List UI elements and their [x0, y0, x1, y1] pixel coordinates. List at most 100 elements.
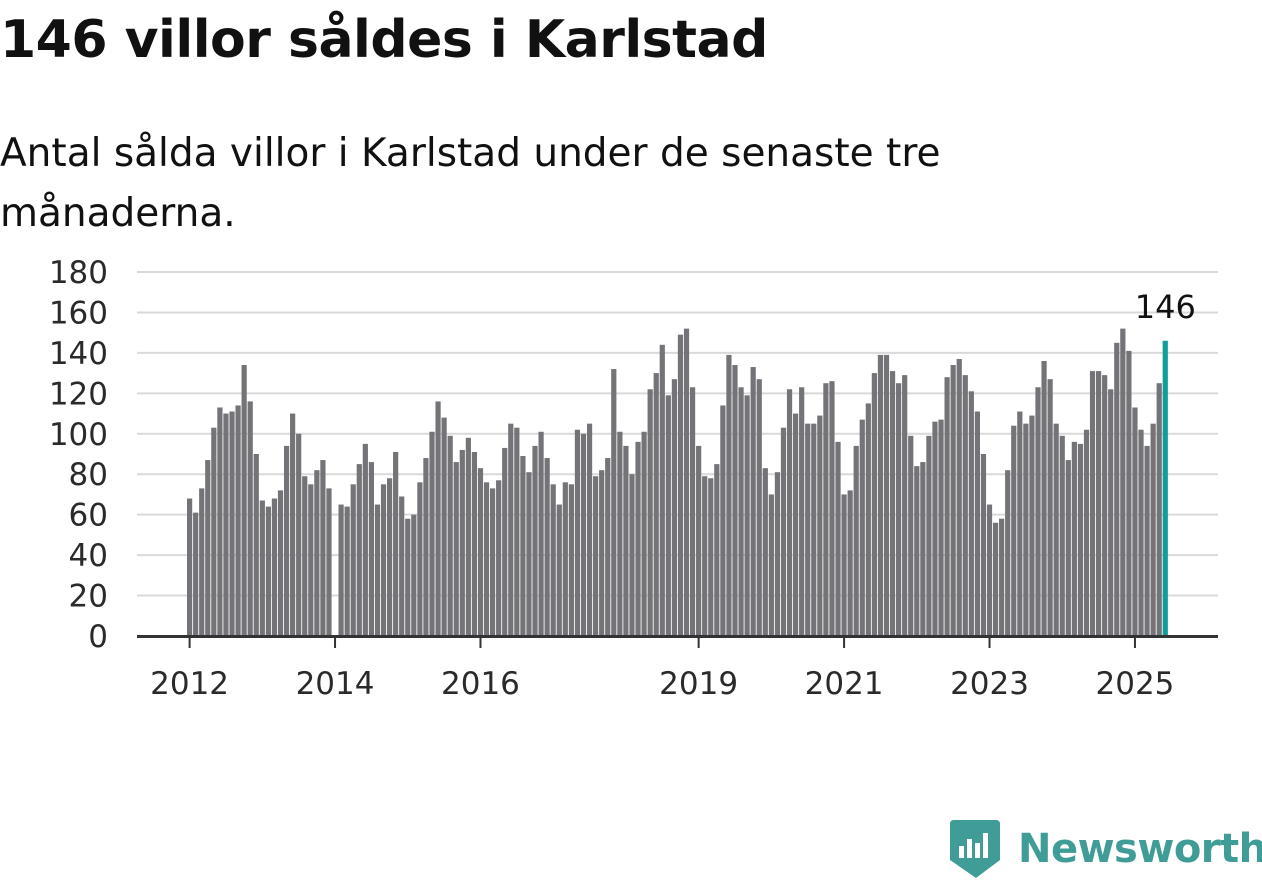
x-axis — [137, 635, 1218, 648]
bar — [696, 445, 702, 636]
bar — [320, 460, 326, 636]
bar — [823, 383, 829, 636]
bar — [514, 427, 520, 636]
bar — [859, 419, 865, 636]
bar — [689, 387, 696, 636]
bar — [568, 484, 574, 636]
bar — [653, 373, 659, 636]
bar — [968, 391, 974, 636]
bar — [283, 445, 290, 636]
bar — [702, 476, 708, 636]
bar — [193, 512, 199, 636]
bar — [671, 379, 677, 636]
bar — [896, 383, 902, 636]
bar — [393, 451, 399, 636]
x-tick-label: 2019 — [659, 666, 738, 702]
brand-name: Newsworthy — [1018, 826, 1262, 872]
highlight-value-label: 146 — [1135, 288, 1196, 326]
bar — [980, 454, 987, 636]
bar — [1132, 407, 1138, 636]
bar — [1096, 371, 1102, 636]
bar — [296, 433, 302, 636]
bar — [659, 344, 665, 636]
bar — [829, 381, 835, 636]
bar — [386, 478, 393, 636]
bar — [611, 369, 617, 636]
bar — [908, 435, 914, 636]
bar — [1029, 415, 1035, 636]
newsworthy-logo: Newsworthy — [950, 818, 1262, 880]
bar — [647, 389, 653, 636]
newsworthy-logo-icon — [950, 820, 1000, 878]
bar — [986, 504, 993, 636]
bar — [1126, 350, 1132, 636]
bar — [338, 504, 344, 636]
bar — [1011, 425, 1017, 636]
x-tick-label: 2014 — [296, 666, 375, 702]
bar — [423, 458, 429, 636]
bar — [1005, 470, 1011, 636]
bar — [799, 387, 805, 636]
bar — [496, 480, 502, 636]
bar — [471, 451, 478, 636]
bar — [938, 419, 944, 636]
x-tick-label: 2016 — [441, 666, 520, 702]
bar — [308, 484, 314, 636]
bar — [550, 484, 556, 636]
y-tick-label: 40 — [69, 538, 108, 574]
bar — [1041, 360, 1047, 636]
bar — [974, 411, 980, 636]
bar — [502, 447, 508, 636]
bar — [793, 413, 799, 636]
bar — [1114, 342, 1120, 636]
x-tick-label: 2021 — [805, 666, 884, 702]
bar — [623, 445, 629, 636]
bar — [732, 365, 738, 636]
bar — [441, 417, 447, 636]
y-tick-label: 60 — [69, 498, 108, 534]
bar — [405, 518, 411, 636]
bar — [459, 449, 465, 636]
bar — [914, 466, 920, 636]
bar — [714, 464, 720, 636]
bar — [768, 494, 774, 636]
bar — [1150, 423, 1156, 636]
bar — [465, 437, 471, 636]
y-tick-label: 160 — [49, 295, 108, 331]
x-tick-label: 2025 — [1096, 666, 1175, 702]
bar — [665, 395, 671, 636]
bar — [477, 468, 484, 636]
annotations: 146 — [1135, 288, 1196, 326]
bar — [811, 423, 817, 636]
bar — [992, 522, 999, 636]
bar — [902, 375, 908, 636]
bar — [429, 431, 435, 636]
bar — [435, 401, 441, 636]
bar — [750, 367, 756, 636]
bar — [865, 403, 871, 636]
bar — [556, 504, 562, 636]
bar — [520, 456, 526, 636]
x-tick-label: 2023 — [950, 666, 1029, 702]
bar — [241, 365, 247, 636]
bar — [950, 365, 956, 636]
bar — [259, 500, 265, 636]
bar — [411, 514, 417, 636]
bar — [580, 433, 587, 636]
bar — [453, 462, 459, 636]
y-tick-label: 20 — [69, 579, 108, 615]
bar — [483, 482, 490, 636]
chart-subtitle: Antal sålda villor i Karlstad under de s… — [0, 131, 941, 236]
bar — [290, 413, 296, 636]
bar — [187, 498, 193, 636]
bar — [1071, 441, 1077, 636]
bar — [1077, 443, 1084, 636]
bar — [586, 423, 593, 636]
bar — [490, 488, 496, 636]
bar — [538, 431, 544, 636]
y-tick-label: 0 — [88, 619, 108, 655]
bar — [774, 472, 781, 636]
bar — [883, 354, 890, 636]
bar — [277, 490, 284, 636]
